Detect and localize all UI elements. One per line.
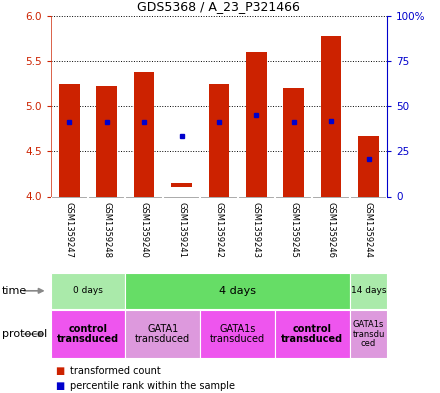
Text: ■: ■ [55,366,64,376]
Bar [275,310,350,358]
Text: control
transduced: control transduced [57,324,119,344]
Bar [125,273,350,309]
Text: protocol: protocol [2,329,48,339]
Bar [96,86,117,196]
Bar [200,310,275,358]
Text: GATA1s
transdu
ced: GATA1s transdu ced [352,320,385,348]
Text: percentile rank within the sample: percentile rank within the sample [70,381,235,391]
Text: transformed count: transformed count [70,366,161,376]
Text: GSM1359247: GSM1359247 [65,202,74,259]
Bar [125,310,200,358]
Text: GSM1359244: GSM1359244 [364,202,373,258]
Text: 14 days: 14 days [351,286,386,295]
Bar [350,310,387,358]
Text: control
transduced: control transduced [281,324,344,344]
Text: GSM1359248: GSM1359248 [102,202,111,259]
Text: GSM1359241: GSM1359241 [177,202,186,258]
Text: GSM1359245: GSM1359245 [289,202,298,258]
Bar [51,310,125,358]
Bar [350,273,387,309]
Text: GSM1359240: GSM1359240 [139,202,149,258]
Bar [283,88,304,196]
Bar [246,52,267,196]
Title: GDS5368 / A_23_P321466: GDS5368 / A_23_P321466 [137,0,301,13]
Text: 4 days: 4 days [219,286,256,296]
Text: 0 days: 0 days [73,286,103,295]
Text: GSM1359243: GSM1359243 [252,202,261,259]
Text: GSM1359242: GSM1359242 [214,202,224,258]
Text: time: time [2,286,27,296]
Bar [358,136,379,196]
Bar [321,36,341,197]
Text: GATA1
transduced: GATA1 transduced [135,324,191,344]
Text: GATA1s
transduced: GATA1s transduced [210,324,265,344]
Bar [134,72,154,196]
Bar [59,84,80,196]
Bar [171,183,192,187]
Text: ■: ■ [55,381,64,391]
Text: GSM1359246: GSM1359246 [326,202,336,259]
Bar [209,84,229,196]
Bar [51,273,125,309]
